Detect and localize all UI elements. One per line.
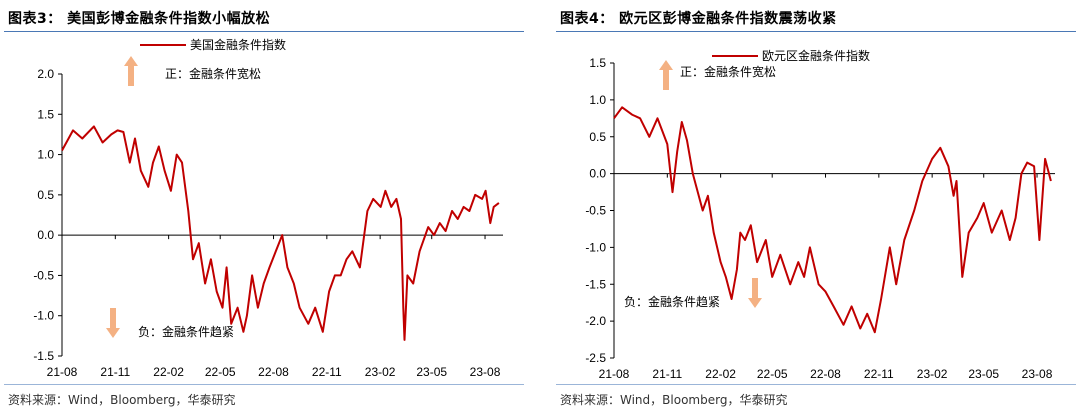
x-tick-label: 22-05 (205, 365, 236, 379)
y-tick-label: -1.5 (585, 277, 606, 291)
chart-panel-us: 图表3： 美国彭博金融条件指数小幅放松 -1.5 -1.0 -0.5 0.0 0.5 1.… (0, 0, 528, 414)
annotation-loosening: 正：金融条件宽松 (165, 66, 261, 81)
series-line (61, 125, 500, 341)
x-tick-label: 21-11 (100, 365, 130, 379)
chart-panel-eu: 图表4： 欧元区彭博金融条件指数震荡收紧 -2.5 -2.0 -1.5 -1.0 -0.… (552, 0, 1080, 414)
x-tick-label: 22-05 (757, 367, 788, 379)
y-tick-label: 0.0 (37, 228, 54, 242)
y-tick-label: 0.5 (589, 130, 606, 144)
legend-label: 美国金融条件指数 (190, 37, 286, 52)
title-divider (4, 31, 524, 32)
x-tick-label: 22-02 (705, 367, 736, 379)
x-tick-label: 23-05 (416, 365, 447, 379)
x-tick-label: 23-02 (917, 367, 948, 379)
x-tick-label: 23-08 (470, 365, 501, 379)
source-divider (4, 384, 524, 385)
annotation-tightening: 负：金融条件趋紧 (624, 294, 720, 309)
euro-fci-chart: -2.5 -2.0 -1.5 -1.0 -0.5 0.0 0.5 1.0 1.5 21-08 21-… (585, 48, 1055, 379)
x-tick-label: 21-11 (652, 367, 682, 379)
x-tick-label: 23-05 (968, 367, 999, 379)
us-fci-chart: -1.5 -1.0 -0.5 0.0 0.5 1.0 1.5 2.0 21-08 21-11 22-… (33, 37, 503, 379)
legend-label: 欧元区金融条件指数 (762, 48, 870, 63)
y-tick-label: -1.5 (33, 349, 54, 363)
x-tick-label: 23-08 (1022, 367, 1053, 379)
x-tick-label: 21-08 (47, 365, 78, 379)
x-tick-label: 22-02 (153, 365, 184, 379)
x-tick-label: 21-08 (599, 367, 630, 379)
x-tick-label: 22-08 (810, 367, 841, 379)
x-tick-label: 22-11 (864, 367, 894, 379)
down-arrow-icon (748, 278, 762, 308)
y-tick-label: 1.5 (37, 107, 54, 121)
y-tick-label: 1.0 (589, 93, 606, 107)
title-divider (556, 31, 1076, 32)
y-tick-label: -0.5 (33, 268, 54, 282)
source-divider (556, 384, 1076, 385)
source-note: 资料来源：Wind，Bloomberg，华泰研究 (8, 393, 236, 407)
down-arrow-icon (106, 308, 120, 338)
y-tick-label: -2.5 (585, 351, 606, 365)
y-tick-label: -2.0 (585, 314, 606, 328)
y-tick-label: 0.5 (37, 188, 54, 202)
y-tick-label: -1.0 (33, 309, 54, 323)
x-tick-label: 23-02 (365, 365, 396, 379)
y-tick-label: 1.5 (589, 56, 606, 70)
y-tick-label: -1.0 (585, 240, 606, 254)
figure-title: 图表4： 欧元区彭博金融条件指数震荡收紧 (560, 11, 837, 27)
x-tick-label: 22-08 (258, 365, 289, 379)
annotation-tightening: 负：金融条件趋紧 (138, 324, 234, 339)
up-arrow-icon (124, 56, 138, 86)
y-tick-label: 2.0 (37, 67, 54, 81)
y-tick-label: 0.0 (589, 167, 606, 181)
figure-title: 图表3： 美国彭博金融条件指数小幅放松 (8, 11, 271, 27)
x-tick-label: 22-11 (312, 365, 342, 379)
source-note: 资料来源：Wind，Bloomberg，华泰研究 (560, 393, 788, 407)
y-tick-label: 1.0 (37, 148, 54, 162)
up-arrow-icon (659, 60, 673, 90)
y-tick-label: -0.5 (585, 204, 606, 218)
annotation-loosening: 正：金融条件宽松 (680, 64, 776, 79)
series-line (613, 106, 1052, 334)
